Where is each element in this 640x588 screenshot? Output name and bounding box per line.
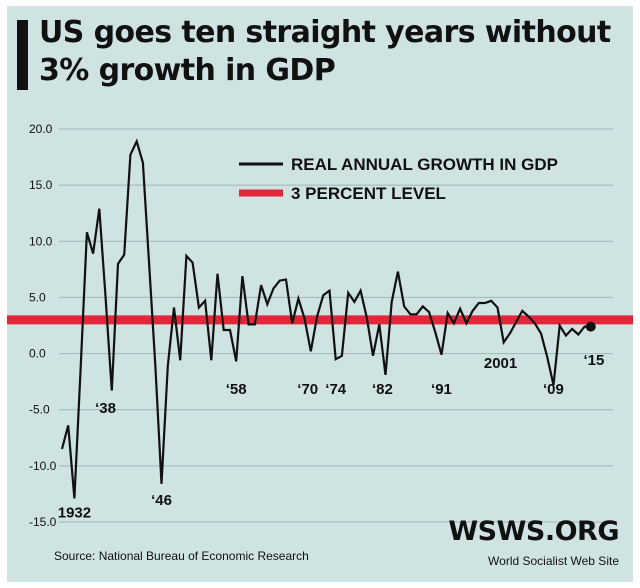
y-tick-label: 20.0 (29, 122, 53, 136)
y-tick-label: -15.0 (29, 515, 57, 529)
y-tick-label: 15.0 (29, 178, 53, 192)
y-tick-label: 5.0 (29, 290, 46, 304)
chart-frame: US goes ten straight years without 3% gr… (7, 6, 633, 582)
y-tick-label: 10.0 (29, 234, 53, 248)
year-annotations: 1932 ‘38 ‘46 ‘58 ‘70 ‘74 ‘82 ‘91 2001 ‘09 ‘15 (58, 352, 605, 522)
year-annotation: ‘82 (372, 381, 393, 398)
y-tick-label: -10.0 (29, 459, 57, 473)
y-tick-label: -5.0 (29, 403, 50, 417)
year-annotation: ‘74 (325, 381, 347, 398)
brand-logo-text[interactable]: WSWS.ORG (448, 516, 619, 547)
source-note: Source: National Bureau of Economic Rese… (54, 549, 309, 563)
year-annotation: ‘91 (431, 381, 452, 398)
legend-label-gdp: REAL ANNUAL GROWTH IN GDP (291, 155, 558, 174)
brand-subtitle: World Socialist Web Site (488, 554, 619, 568)
gdp-line-chart: 20.0 15.0 10.0 5.0 0.0 -5.0 -10.0 -15.0 1932 ‘38… (7, 122, 633, 529)
year-annotation: ‘70 (297, 381, 318, 398)
gdp-endpoint-marker (585, 321, 596, 332)
year-annotation: ‘38 (95, 400, 116, 417)
year-annotation: 1932 (58, 505, 91, 522)
gdp-layer (60, 138, 596, 499)
year-annotation: ‘46 (151, 492, 172, 509)
y-tick-label: 0.0 (29, 347, 46, 361)
year-annotation: ‘58 (226, 381, 247, 398)
y-axis-ticks: 20.0 15.0 10.0 5.0 0.0 -5.0 -10.0 -15.0 (29, 122, 57, 529)
gdp-series-line (60, 138, 591, 499)
gridlines (59, 128, 613, 523)
title-accent-bar (17, 20, 28, 90)
chart-title: US goes ten straight years without 3% gr… (39, 15, 611, 88)
year-annotation: ‘15 (583, 352, 604, 369)
legend: REAL ANNUAL GROWTH IN GDP 3 PERCENT LEVE… (239, 155, 558, 203)
year-annotation: 2001 (484, 355, 517, 372)
year-annotation: ‘09 (543, 381, 564, 398)
legend-label-threshold: 3 PERCENT LEVEL (291, 184, 446, 203)
